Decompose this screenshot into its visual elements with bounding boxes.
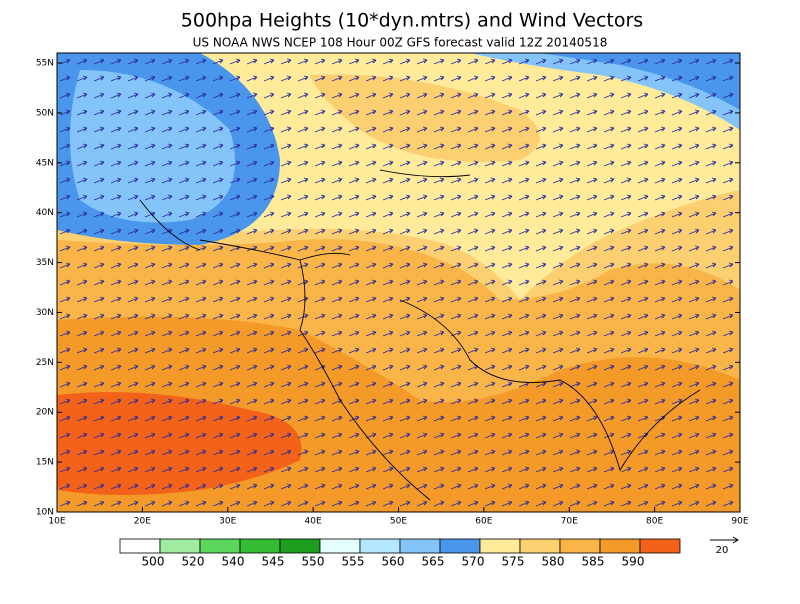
colorbar-label: 500	[142, 555, 165, 569]
lat-label: 45N	[36, 158, 54, 168]
lat-label: 50N	[36, 108, 54, 118]
lon-label: 90E	[731, 517, 748, 527]
lat-label: 10N	[36, 508, 54, 518]
colorbar-box	[119, 538, 161, 554]
lat-label: 40N	[36, 208, 54, 218]
lon-label: 20E	[134, 517, 151, 527]
colorbar-box	[239, 538, 281, 554]
vector-reference-head	[732, 536, 739, 544]
lat-label: 15N	[36, 458, 54, 468]
colorbar-box	[399, 538, 441, 554]
lon-label: 30E	[219, 517, 236, 527]
colorbar-box	[519, 538, 561, 554]
lat-label: 25N	[36, 358, 54, 368]
title: 500hpa Heights (10*dyn.mtrs) and Wind Ve…	[181, 10, 643, 32]
colorbar-label: 580	[542, 555, 565, 569]
vector-reference-label: 20	[716, 545, 729, 556]
colorbar-label: 545	[262, 555, 285, 569]
colorbar-label: 550	[302, 555, 325, 569]
colorbar-box	[479, 538, 521, 554]
lon-label: 80E	[646, 517, 663, 527]
lat-label: 35N	[36, 258, 54, 268]
colorbar-label: 540	[222, 555, 245, 569]
colorbar-box	[279, 538, 321, 554]
lon-label: 40E	[305, 517, 322, 527]
colorbar-label: 555	[342, 555, 365, 569]
colorbar-box	[319, 538, 361, 554]
lat-label: 55N	[36, 59, 54, 69]
lat-label: 30N	[36, 308, 54, 318]
lon-label: 70E	[561, 517, 578, 527]
colorbar-box	[159, 538, 201, 554]
lon-label: 60E	[475, 517, 492, 527]
subtitle: US NOAA NWS NCEP 108 Hour 00Z GFS foreca…	[193, 36, 608, 50]
lat-label: 20N	[36, 408, 54, 418]
colorbar-box	[359, 538, 401, 554]
colorbar-label: 575	[502, 555, 525, 569]
colorbar-label: 560	[382, 555, 405, 569]
colorbar-box	[439, 538, 481, 554]
map-field	[57, 53, 740, 512]
colorbar-box	[199, 538, 241, 554]
colorbar-box	[599, 538, 641, 554]
colorbar-label: 565	[422, 555, 445, 569]
colorbar-label: 570	[462, 555, 485, 569]
colorbar-box	[639, 538, 681, 554]
lon-label: 50E	[390, 517, 407, 527]
colorbar-label: 520	[182, 555, 205, 569]
colorbar-label: 590	[622, 555, 645, 569]
colorbar-label: 585	[582, 555, 605, 569]
colorbar-box	[559, 538, 601, 554]
lon-label: 10E	[48, 517, 65, 527]
